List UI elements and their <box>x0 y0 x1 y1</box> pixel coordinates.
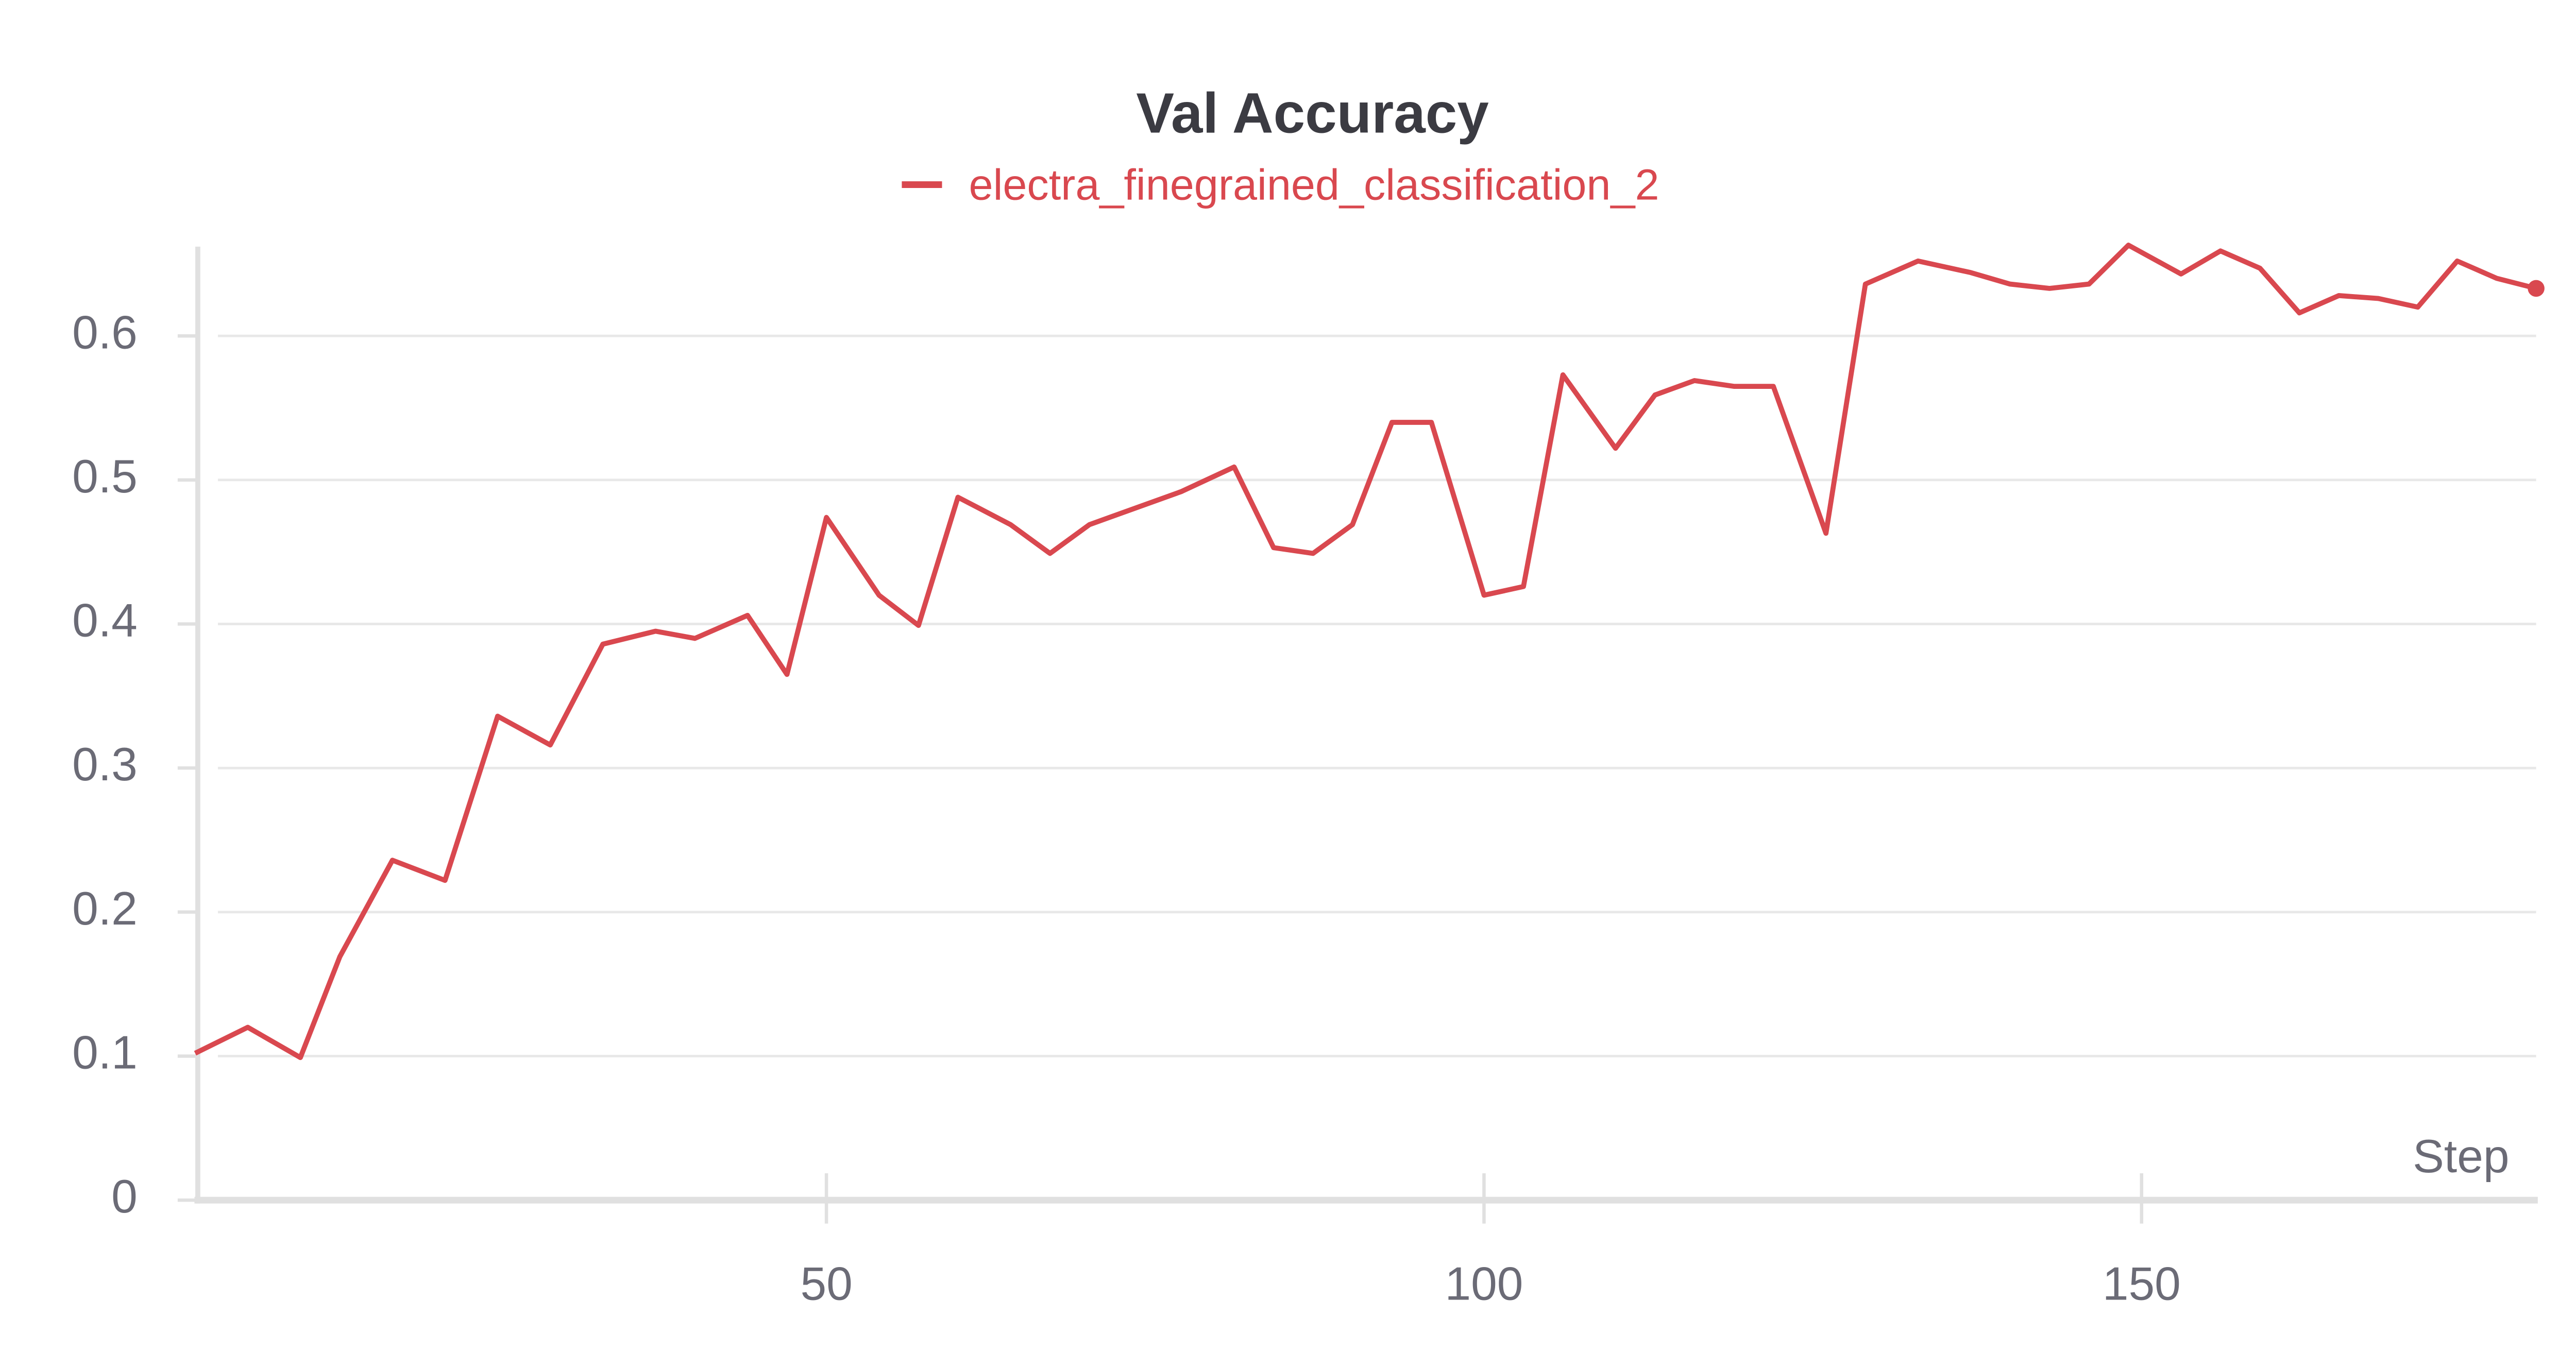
y-tick-label: 0.1 <box>72 1027 138 1079</box>
x-tick-label: 150 <box>2103 1258 2181 1310</box>
x-tick-label: 50 <box>800 1258 852 1310</box>
y-tick-label: 0.5 <box>72 451 138 503</box>
series-line <box>194 243 2537 1061</box>
y-tick-label: 0.4 <box>72 595 138 647</box>
y-tick-label: 0.6 <box>72 306 138 358</box>
chart-title: Val Accuracy <box>1136 82 1489 145</box>
y-tick-label: 0.2 <box>72 883 138 935</box>
y-tick-label: 0.3 <box>72 739 138 791</box>
legend-label: electra_finegrained_classification_2 <box>969 160 1659 209</box>
x-axis-label: Step <box>2413 1131 2509 1183</box>
x-tick-label: 100 <box>1445 1258 1523 1310</box>
end-point <box>2528 280 2545 297</box>
y-tick-label: 0 <box>111 1171 138 1223</box>
